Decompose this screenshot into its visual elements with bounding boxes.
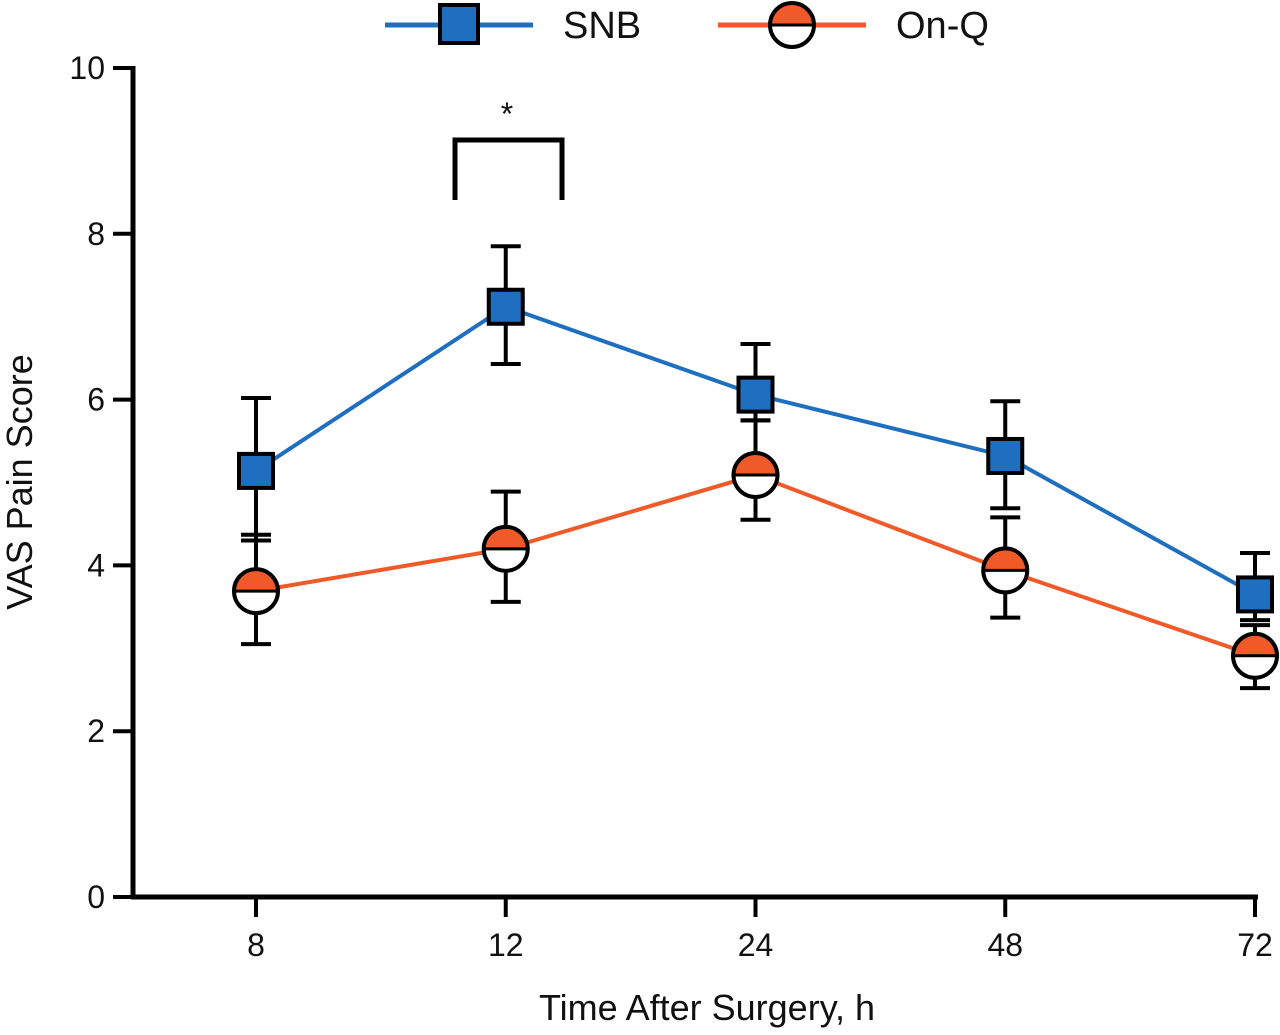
series-on-q [232,418,1279,691]
square-marker [986,436,1025,475]
x-tick-label: 12 [488,927,524,963]
legend: SNB On-Q [385,1,989,49]
circle-marker-top [770,3,814,25]
circle-marker-top [733,453,778,476]
legend-item-snb: SNB [385,3,641,47]
circle-marker [1231,631,1279,680]
square-marker [736,375,775,414]
circle-marker-top [983,548,1028,571]
y-tick-label: 2 [87,713,105,749]
y-axis-label: VAS Pain Score [0,354,40,609]
marks [232,137,1279,691]
square-marker [486,287,525,326]
y-tick-label: 0 [87,879,105,915]
legend-item-on-q: On-Q [718,1,989,49]
circle-marker-top [234,569,278,592]
circle-marker [232,567,280,616]
significance-label: * [501,96,513,132]
x-axis-label: Time After Surgery, h [539,987,875,1028]
x-tick-label: 72 [1237,927,1273,963]
y-tick-label: 8 [87,216,105,252]
circle-marker-top [483,526,528,549]
series-snb [237,244,1274,623]
square-marker [237,451,275,490]
legend-label: SNB [563,5,641,47]
square-marker [1236,575,1274,614]
x-tick-label: 24 [738,927,774,963]
y-tick-label: 6 [87,382,105,418]
square-marker [438,3,480,45]
legend-label: On-Q [896,5,989,47]
significance-bracket [452,137,565,200]
circle-marker [981,546,1030,595]
x-tick-label: 8 [247,927,265,963]
circle-marker-top [1233,633,1277,656]
y-tick-label: 10 [69,50,105,86]
circle-marker [481,524,530,573]
circle-marker [731,451,780,500]
y-tick-label: 4 [87,547,105,583]
circle-marker [768,1,816,49]
x-tick-label: 48 [987,927,1023,963]
